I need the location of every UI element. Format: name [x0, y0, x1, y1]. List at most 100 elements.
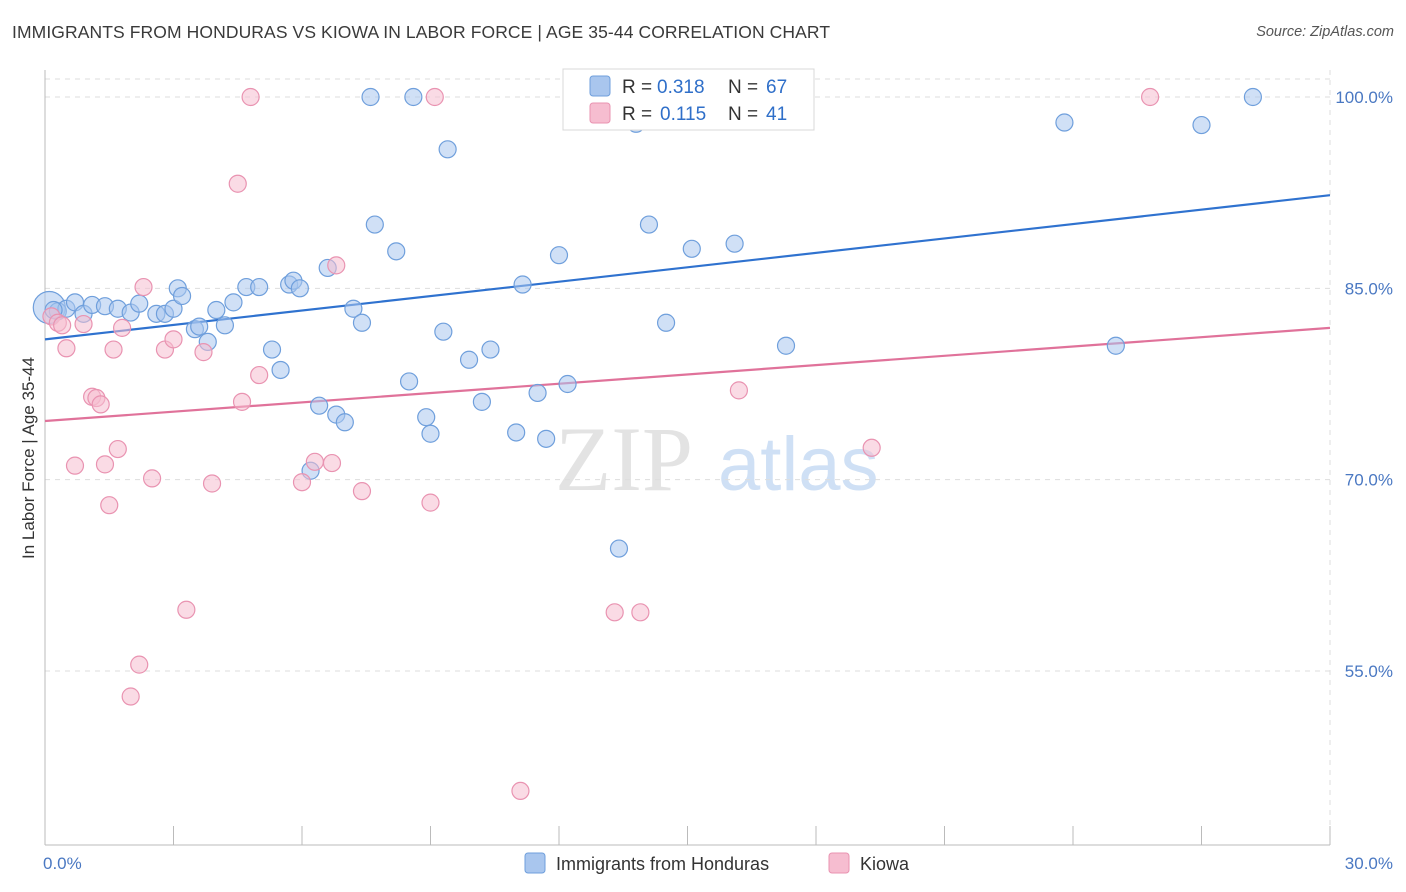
- point-honduras: [344, 299, 363, 318]
- point-honduras: [472, 392, 491, 411]
- point-honduras: [365, 215, 384, 234]
- point-kiowa: [425, 87, 444, 107]
- point-honduras: [215, 316, 234, 335]
- point-honduras: [434, 322, 453, 341]
- point-kiowa: [250, 365, 269, 385]
- point-honduras: [290, 279, 309, 298]
- point-kiowa: [605, 603, 624, 622]
- point-kiowa: [511, 781, 530, 801]
- point-honduras: [1055, 113, 1074, 132]
- y-tick-label: 100.0%: [1335, 88, 1393, 107]
- point-honduras: [558, 374, 577, 394]
- legend-n-value-1: 67: [766, 77, 787, 98]
- watermark-atlas: atlas: [718, 422, 879, 507]
- legend-r-value-1: 0.318: [657, 77, 705, 98]
- trend-line-honduras: [44, 194, 1331, 341]
- chart-title: IMMIGRANTS FROM HONDURAS VS KIOWA IN LAB…: [12, 22, 831, 42]
- point-kiowa: [53, 316, 72, 335]
- point-honduras: [387, 242, 406, 261]
- point-kiowa: [74, 314, 93, 334]
- point-kiowa: [241, 87, 260, 107]
- bottom-legend: Immigrants from Honduras Kiowa: [524, 852, 910, 874]
- point-honduras: [404, 87, 423, 107]
- data-points: [32, 87, 1263, 801]
- point-honduras: [549, 246, 569, 265]
- y-tick-label: 55.0%: [1345, 662, 1393, 681]
- point-honduras: [682, 239, 701, 258]
- point-kiowa: [729, 381, 749, 400]
- point-kiowa: [100, 496, 119, 515]
- point-honduras: [399, 372, 419, 391]
- legend-n-label-2: N =: [728, 104, 758, 125]
- legend-r-label-2: R =: [622, 104, 652, 125]
- point-kiowa: [232, 392, 252, 411]
- legend-r-value-2: 0.115: [660, 104, 706, 125]
- point-kiowa: [164, 330, 183, 349]
- legend-n-label-1: N =: [728, 77, 758, 98]
- legend: R = 0.318 N = 67 R = 0.115 N = 41: [562, 68, 815, 131]
- point-honduras: [172, 286, 192, 306]
- point-kiowa: [327, 256, 346, 275]
- point-kiowa: [95, 455, 115, 474]
- point-honduras: [459, 350, 479, 369]
- point-kiowa: [322, 453, 342, 473]
- watermark-zip: ZIP: [555, 408, 693, 510]
- point-honduras: [1192, 115, 1211, 135]
- point-honduras: [310, 396, 329, 415]
- legend-swatch-honduras: [589, 75, 611, 97]
- legend-n-value-2: 41: [766, 104, 787, 125]
- point-kiowa: [91, 395, 110, 414]
- x-tick-label: 0.0%: [43, 854, 82, 873]
- point-honduras: [725, 234, 744, 253]
- point-honduras: [639, 215, 659, 234]
- point-kiowa: [177, 600, 196, 619]
- point-honduras: [421, 424, 440, 443]
- point-honduras: [438, 140, 457, 159]
- point-honduras: [776, 336, 796, 355]
- point-honduras: [164, 299, 183, 318]
- point-kiowa: [202, 474, 222, 493]
- point-kiowa: [112, 318, 132, 337]
- axes: [44, 70, 1331, 846]
- point-kiowa: [142, 469, 162, 488]
- point-honduras: [507, 423, 526, 442]
- y-tick-label: 70.0%: [1345, 471, 1393, 490]
- legend-r-label-1: R =: [622, 77, 652, 98]
- point-kiowa: [134, 277, 153, 297]
- point-kiowa: [104, 340, 123, 359]
- point-honduras: [262, 340, 282, 359]
- point-honduras: [1243, 87, 1263, 107]
- point-kiowa: [228, 174, 247, 193]
- point-kiowa: [631, 603, 650, 622]
- source-credit: Source: ZipAtlas.com: [1256, 24, 1394, 40]
- tick-labels: 55.0% 70.0% 85.0% 100.0% 0.0% 30.0%: [43, 88, 1393, 873]
- point-kiowa: [421, 493, 440, 512]
- point-honduras: [528, 383, 547, 403]
- point-honduras: [481, 340, 500, 359]
- y-axis-label: In Labor Force | Age 35-44: [19, 357, 38, 559]
- point-kiowa: [292, 473, 312, 492]
- point-honduras: [250, 277, 269, 297]
- point-kiowa: [352, 482, 372, 501]
- point-honduras: [352, 313, 372, 332]
- point-honduras: [130, 294, 149, 313]
- point-honduras: [224, 293, 243, 312]
- bottom-legend-swatch-honduras: [524, 852, 546, 874]
- bottom-legend-label-kiowa: Kiowa: [860, 854, 910, 874]
- point-honduras: [513, 275, 532, 294]
- point-kiowa: [1140, 87, 1160, 107]
- point-kiowa: [121, 687, 140, 706]
- legend-swatch-kiowa: [589, 102, 611, 124]
- point-kiowa: [862, 438, 881, 457]
- y-tick-label: 85.0%: [1345, 279, 1393, 298]
- point-honduras: [417, 408, 436, 427]
- point-honduras: [207, 300, 226, 320]
- point-honduras: [190, 317, 209, 336]
- point-kiowa: [108, 439, 127, 459]
- bottom-legend-label-honduras: Immigrants from Honduras: [556, 854, 769, 874]
- point-honduras: [609, 539, 629, 558]
- point-kiowa: [130, 655, 149, 674]
- point-honduras: [271, 360, 290, 380]
- point-kiowa: [65, 456, 85, 475]
- point-honduras: [361, 87, 380, 107]
